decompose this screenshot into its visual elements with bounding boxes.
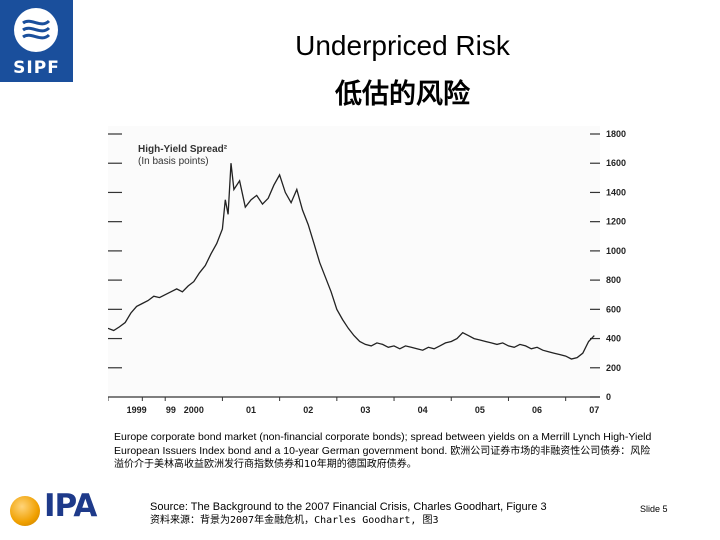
source-note: Source: The Background to the 2007 Finan… [150, 500, 630, 528]
x-tick-label: 99 [166, 405, 176, 415]
x-tick-label: 03 [360, 405, 370, 415]
y-tick-label: 0 [606, 392, 611, 402]
caption-chinese: 欧洲公司证券市场的非融资性公司债券：风险溢价介于美林高收益欧洲发行商指数债券和1… [114, 445, 651, 471]
x-tick-label: 2000 [184, 405, 204, 415]
x-tick-label: 1999 [127, 405, 147, 415]
high-yield-spread-chart: 0 200 400 600 800 1000 1200 1400 1600 1800 1999 99 2… [108, 122, 638, 422]
ipa-emblem-icon [10, 496, 40, 526]
sipf-logo-text: SIPF [13, 58, 60, 78]
x-tick-label: 07 [589, 405, 599, 415]
y-tick-label: 400 [606, 334, 621, 344]
x-tick-label: 02 [303, 405, 313, 415]
sipf-logo: SIPF [0, 0, 73, 82]
slide-number: Slide 5 [640, 504, 668, 514]
y-tick-label: 1400 [606, 187, 626, 197]
y-tick-label: 1000 [606, 246, 626, 256]
x-tick-label: 04 [418, 405, 428, 415]
source-english: Source: The Background to the 2007 Finan… [150, 501, 547, 513]
chart-subtitle: (In basis points) [138, 156, 209, 167]
x-tick-label: 05 [475, 405, 485, 415]
ipa-logo-text: IPA [44, 488, 97, 524]
x-tick-label: 06 [532, 405, 542, 415]
y-tick-label: 1200 [606, 217, 626, 227]
chart-canvas: 0 200 400 600 800 1000 1200 1400 1600 1800 1999 99 2… [108, 126, 626, 415]
plot-area [108, 126, 600, 397]
page-title-chinese: 低估的风险 [335, 79, 470, 110]
y-tick-label: 800 [606, 275, 621, 285]
y-tick-label: 200 [606, 363, 621, 373]
chart-caption: Europe corporate bond market (non-financ… [114, 431, 654, 472]
y-tick-label: 1600 [606, 158, 626, 168]
wave-icon [22, 19, 51, 40]
series-line [108, 163, 595, 360]
page-title: Underpriced Risk [295, 30, 510, 61]
y-tick-label: 600 [606, 304, 621, 314]
caption-english: Europe corporate bond market (non-financ… [114, 431, 652, 457]
ipa-logo: IPA [8, 488, 103, 532]
chart-title: High-Yield Spread² [138, 144, 228, 155]
y-tick-label: 1800 [606, 129, 626, 139]
source-chinese: 资料来源：背景为2007年金融危机，Charles Goodhart, 图3 [150, 515, 439, 526]
x-tick-label: 01 [246, 405, 256, 415]
